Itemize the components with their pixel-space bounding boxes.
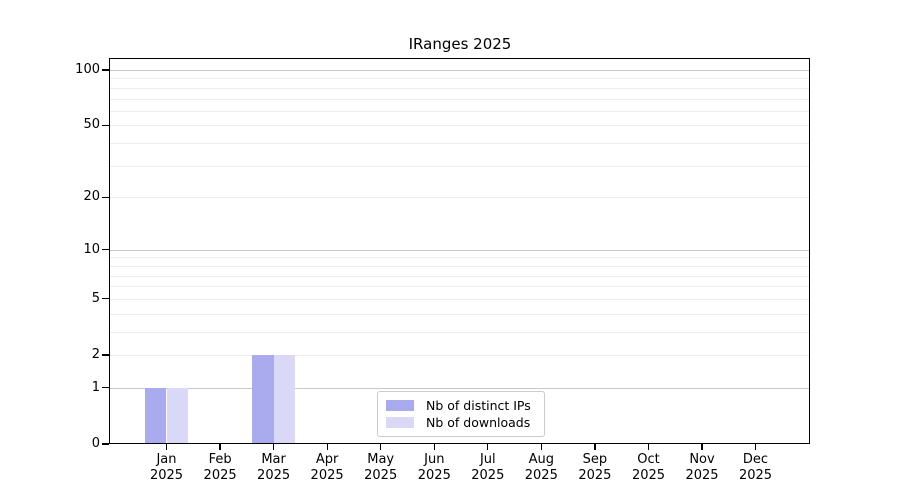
y-tick-mark xyxy=(102,124,109,126)
minor-gridline xyxy=(110,265,810,267)
y-tick-mark xyxy=(102,69,109,71)
minor-gridline xyxy=(110,313,810,315)
chart-title: IRanges 2025 xyxy=(408,35,512,53)
x-tick-label: Dec 2025 xyxy=(738,452,773,483)
major-gridline xyxy=(110,249,810,251)
minor-gridline xyxy=(110,165,810,167)
y-tick-label: 100 xyxy=(75,62,100,77)
minor-gridline xyxy=(110,286,810,288)
x-tick-mark xyxy=(754,444,757,450)
minor-gridline xyxy=(110,197,810,199)
y-tick-label: 1 xyxy=(91,379,100,395)
legend-item-distinct-ips: Nb of distinct IPs xyxy=(386,398,536,413)
x-tick-mark xyxy=(219,444,221,450)
x-tick-mark xyxy=(380,444,382,450)
legend: Nb of distinct IPs Nb of downloads xyxy=(377,391,545,437)
x-tick-mark xyxy=(594,444,596,450)
y-tick-label: 50 xyxy=(83,117,100,133)
plot-area xyxy=(109,58,810,444)
y-tick-label: 10 xyxy=(83,241,100,257)
x-tick-label: Feb 2025 xyxy=(203,452,237,483)
legend-label-downloads: Nb of downloads xyxy=(426,415,531,431)
y-tick-label: 0 xyxy=(91,436,100,451)
x-tick-mark xyxy=(701,444,703,450)
minor-gridline xyxy=(110,125,810,127)
minor-gridline xyxy=(110,110,810,112)
x-tick-label: Oct 2025 xyxy=(631,452,666,483)
x-tick-mark xyxy=(540,444,542,450)
y-tick-label: 20 xyxy=(83,189,100,205)
y-tick-mark xyxy=(102,249,109,251)
x-tick-label: Sep 2025 xyxy=(578,452,612,483)
x-tick-mark xyxy=(487,444,489,450)
bar-distinct-ips-jan xyxy=(145,387,167,444)
x-tick-label: May 2025 xyxy=(364,452,398,483)
minor-gridline xyxy=(110,98,810,100)
x-tick-label: Nov 2025 xyxy=(685,452,719,483)
x-tick-label: Apr 2025 xyxy=(310,452,344,483)
minor-gridline xyxy=(110,143,810,145)
x-tick-label: Jan 2025 xyxy=(149,452,184,483)
y-tick-mark xyxy=(102,298,109,300)
legend-item-downloads: Nb of downloads xyxy=(386,415,536,430)
minor-gridline xyxy=(110,298,810,300)
y-tick-mark xyxy=(102,443,109,445)
x-tick-label: Jun 2025 xyxy=(417,452,451,483)
legend-swatch-distinct-ips xyxy=(386,399,414,411)
x-tick-mark xyxy=(273,444,275,450)
legend-label-distinct-ips: Nb of distinct IPs xyxy=(426,397,531,413)
minor-gridline xyxy=(110,87,810,89)
x-tick-mark xyxy=(165,444,168,450)
x-tick-mark xyxy=(433,444,435,450)
bar-downloads-jan xyxy=(166,387,188,444)
major-gridline xyxy=(110,70,810,71)
y-tick-mark xyxy=(102,196,109,198)
minor-gridline xyxy=(110,331,810,333)
y-tick-label: 2 xyxy=(91,347,100,362)
x-tick-label: Aug 2025 xyxy=(524,452,558,483)
x-tick-mark xyxy=(326,444,328,450)
minor-gridline xyxy=(110,257,810,259)
minor-gridline xyxy=(110,355,810,356)
bar-downloads-mar xyxy=(273,355,295,444)
legend-swatch-downloads xyxy=(386,417,414,429)
y-tick-label: 5 xyxy=(91,290,100,306)
x-tick-mark xyxy=(647,444,650,450)
y-tick-mark xyxy=(102,387,109,389)
x-tick-label: Mar 2025 xyxy=(257,452,291,483)
x-tick-label: Jul 2025 xyxy=(471,452,505,483)
bar-distinct-ips-mar xyxy=(252,355,274,444)
minor-gridline xyxy=(110,275,810,277)
y-tick-mark xyxy=(102,354,109,356)
major-gridline xyxy=(110,387,810,389)
minor-gridline xyxy=(110,78,810,80)
